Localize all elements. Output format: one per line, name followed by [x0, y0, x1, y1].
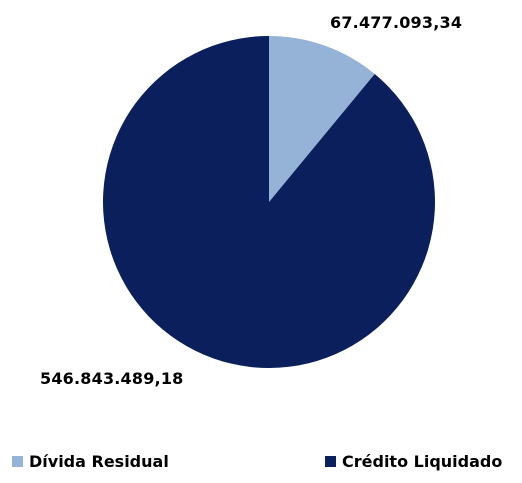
legend-label-divida-residual: Dívida Residual [29, 452, 169, 471]
data-label-credito-liquidado: 546.843.489,18 [40, 369, 184, 388]
legend-item-divida-residual: Dívida Residual [12, 452, 169, 471]
legend-swatch-divida-residual [12, 456, 23, 467]
legend-swatch-credito-liquidado [325, 456, 336, 467]
pie-slice-credito-liquidado [102, 36, 436, 369]
legend-label-credito-liquidado: Crédito Liquidado [342, 452, 503, 471]
legend-item-credito-liquidado: Crédito Liquidado [325, 452, 502, 471]
legend: Dívida Residual Crédito Liquidado [0, 452, 522, 478]
pie-slice-divida-residual [269, 36, 375, 202]
data-label-divida-residual: 67.477.093,34 [330, 13, 463, 32]
